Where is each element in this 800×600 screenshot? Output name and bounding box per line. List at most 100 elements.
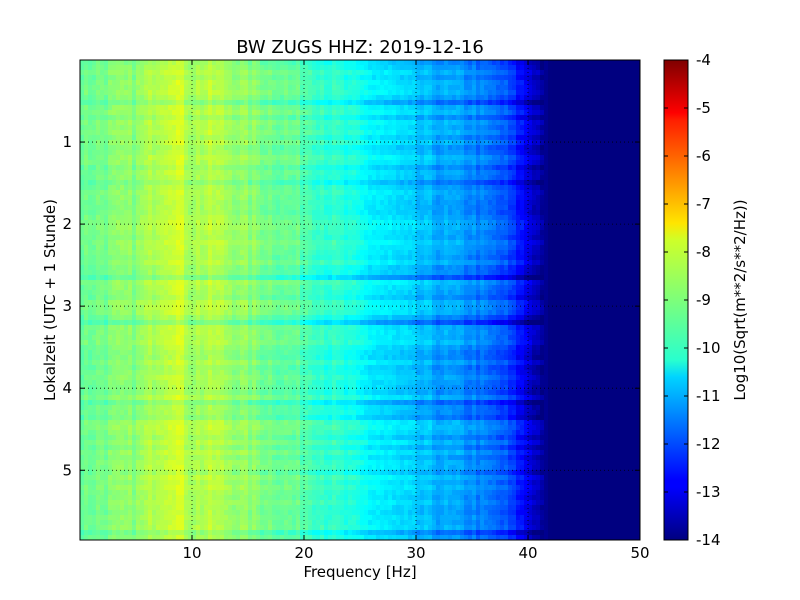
heatmap-cell	[556, 185, 561, 191]
heatmap-cell	[536, 195, 541, 201]
heatmap-cell	[488, 185, 493, 191]
heatmap-cell	[368, 225, 373, 231]
heatmap-cell	[580, 140, 585, 146]
heatmap-cell	[276, 225, 281, 231]
heatmap-cell	[460, 235, 465, 241]
heatmap-cell	[200, 195, 205, 201]
heatmap-cell	[100, 100, 105, 106]
heatmap-cell	[524, 220, 529, 226]
heatmap-cell	[208, 225, 213, 231]
heatmap-cell	[456, 205, 461, 211]
heatmap-cell	[224, 135, 229, 141]
heatmap-cell	[416, 130, 421, 136]
heatmap-cell	[420, 215, 425, 221]
heatmap-cell	[152, 235, 157, 241]
heatmap-cell	[388, 125, 393, 131]
heatmap-cell	[576, 220, 581, 226]
heatmap-cell	[148, 135, 153, 141]
heatmap-cell	[572, 150, 577, 156]
heatmap-cell	[96, 95, 101, 101]
heatmap-cell	[336, 235, 341, 241]
heatmap-cell	[288, 235, 293, 241]
heatmap-cell	[276, 115, 281, 121]
heatmap-cell	[360, 105, 365, 111]
heatmap-cell	[496, 110, 501, 116]
heatmap-cell	[544, 110, 549, 116]
heatmap-cell	[292, 190, 297, 196]
heatmap-cell	[392, 175, 397, 181]
heatmap-cell	[156, 190, 161, 196]
heatmap-cell	[268, 145, 273, 151]
heatmap-cell	[512, 135, 517, 141]
heatmap-cell	[448, 65, 453, 71]
heatmap-cell	[440, 230, 445, 236]
heatmap-cell	[328, 165, 333, 171]
heatmap-cell	[388, 60, 393, 66]
heatmap-cell	[216, 135, 221, 141]
heatmap-cell	[420, 65, 425, 71]
heatmap-cell	[140, 120, 145, 126]
heatmap-cell	[176, 90, 181, 96]
heatmap-cell	[272, 115, 277, 121]
heatmap-cell	[576, 230, 581, 236]
heatmap-cell	[492, 120, 497, 126]
heatmap-cell	[144, 105, 149, 111]
heatmap-cell	[80, 200, 85, 206]
heatmap-cell	[200, 105, 205, 111]
heatmap-cell	[348, 205, 353, 211]
heatmap-cell	[448, 225, 453, 231]
heatmap-cell	[276, 205, 281, 211]
heatmap-cell	[212, 80, 217, 86]
heatmap-cell	[616, 100, 621, 106]
heatmap-cell	[440, 205, 445, 211]
heatmap-cell	[136, 185, 141, 191]
heatmap-cell	[496, 80, 501, 86]
heatmap-cell	[172, 140, 177, 146]
heatmap-cell	[552, 215, 557, 221]
heatmap-cell	[316, 225, 321, 231]
heatmap-cell	[432, 190, 437, 196]
heatmap-cell	[356, 160, 361, 166]
heatmap-cell	[88, 70, 93, 76]
heatmap-cell	[524, 175, 529, 181]
heatmap-cell	[588, 95, 593, 101]
heatmap-cell	[148, 130, 153, 136]
heatmap-cell	[216, 205, 221, 211]
heatmap-cell	[472, 220, 477, 226]
heatmap-cell	[612, 115, 617, 121]
heatmap-cell	[584, 165, 589, 171]
heatmap-cell	[528, 120, 533, 126]
heatmap-cell	[248, 220, 253, 226]
heatmap-cell	[220, 85, 225, 91]
heatmap-cell	[124, 185, 129, 191]
heatmap-cell	[156, 235, 161, 241]
heatmap-cell	[132, 155, 137, 161]
heatmap-cell	[504, 210, 509, 216]
heatmap-cell	[96, 225, 101, 231]
heatmap-cell	[328, 70, 333, 76]
heatmap-cell	[460, 190, 465, 196]
heatmap-cell	[576, 125, 581, 131]
heatmap-cell	[236, 130, 241, 136]
heatmap-cell	[604, 180, 609, 186]
heatmap-cell	[492, 200, 497, 206]
heatmap-cell	[356, 175, 361, 181]
heatmap-cell	[476, 130, 481, 136]
heatmap-cell	[424, 200, 429, 206]
heatmap-cell	[600, 140, 605, 146]
heatmap-cell	[616, 225, 621, 231]
heatmap-cell	[564, 95, 569, 101]
heatmap-cell	[380, 165, 385, 171]
heatmap-cell	[620, 160, 625, 166]
heatmap-cell	[380, 205, 385, 211]
heatmap-cell	[376, 130, 381, 136]
heatmap-cell	[636, 145, 640, 151]
heatmap-cell	[300, 120, 305, 126]
heatmap-cell	[80, 190, 85, 196]
heatmap-cell	[624, 80, 629, 86]
heatmap-cell	[372, 205, 377, 211]
heatmap-cell	[336, 105, 341, 111]
heatmap-cell	[552, 150, 557, 156]
heatmap-cell	[616, 105, 621, 111]
heatmap-cell	[348, 145, 353, 151]
